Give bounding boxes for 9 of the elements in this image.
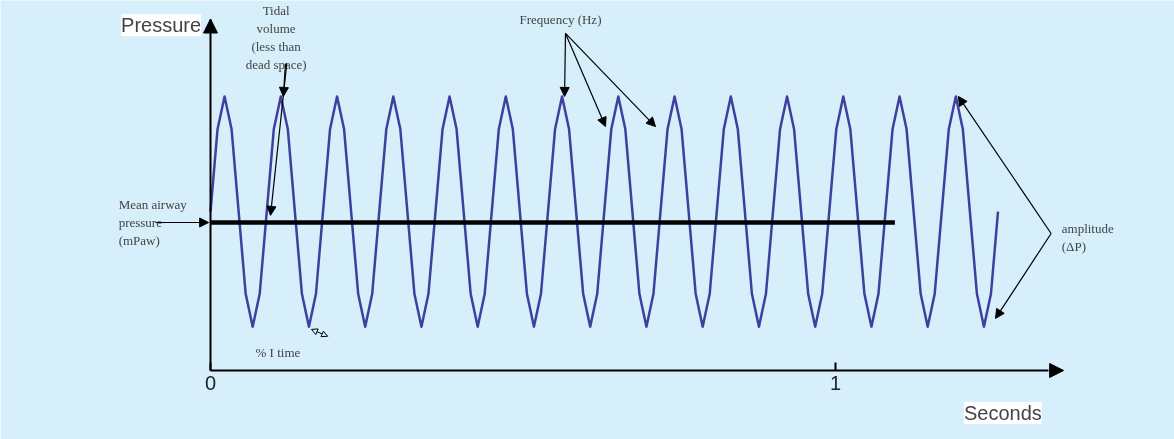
annotation: Mean airway pressure (mPaw): [118, 197, 188, 248]
annotation: amplitude (ΔP): [1061, 221, 1114, 255]
y-axis-title: Pressure: [121, 14, 202, 37]
x-tick-label: 0: [204, 371, 217, 394]
annotation: Tidal volume (less than dead space): [245, 3, 307, 73]
x-axis-title: Seconds: [963, 401, 1042, 424]
x-tick-label: 1: [829, 371, 842, 394]
annotation: Frequency (Hz): [519, 12, 602, 28]
annotation: % I time: [255, 344, 301, 360]
